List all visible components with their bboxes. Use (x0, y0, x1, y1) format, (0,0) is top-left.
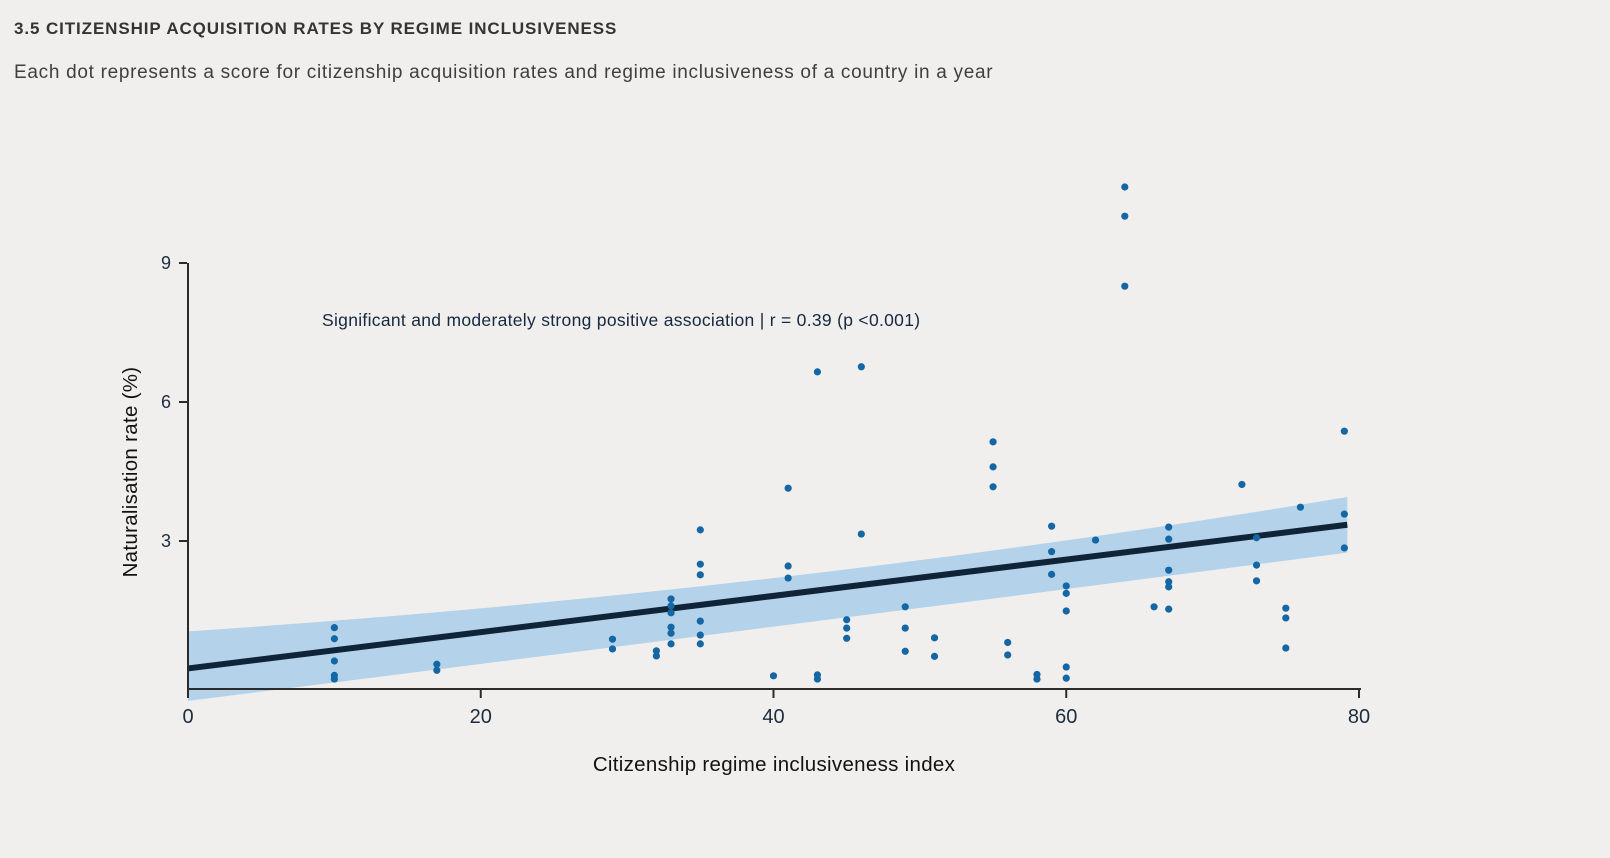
data-point (330, 635, 338, 643)
data-point (1165, 605, 1173, 613)
data-point (667, 623, 675, 631)
data-point (1062, 589, 1070, 597)
x-tick-label: 60 (1055, 706, 1077, 728)
data-point (1340, 510, 1348, 518)
y-tick-label: 9 (161, 253, 171, 273)
data-point (843, 624, 851, 632)
data-point (843, 634, 851, 642)
axes-frame (187, 263, 1361, 690)
data-point (1282, 614, 1290, 622)
data-point (784, 562, 792, 570)
data-point (608, 635, 617, 643)
data-point (1121, 183, 1129, 191)
data-point (1165, 578, 1173, 586)
data-point (1062, 663, 1070, 671)
x-tick-label: 20 (470, 706, 492, 728)
data-point (696, 617, 704, 625)
data-point (1150, 603, 1158, 611)
data-point (1296, 503, 1305, 511)
data-point (330, 675, 338, 683)
data-point (1062, 674, 1070, 682)
data-point (1033, 675, 1041, 683)
data-point (1165, 523, 1173, 531)
figure-title: 3.5 CITIZENSHIP ACQUISITION RATES BY REG… (14, 19, 618, 38)
data-point (330, 624, 338, 632)
data-point (989, 438, 997, 446)
data-point (989, 483, 997, 491)
y-tick-label: 3 (161, 531, 171, 551)
data-point (1091, 536, 1100, 544)
data-point (1340, 544, 1348, 552)
data-point (667, 609, 675, 617)
data-point (1004, 651, 1012, 659)
data-point (696, 640, 704, 648)
figure-subtitle: Each dot represents a score for citizens… (14, 62, 994, 83)
data-point (667, 640, 675, 648)
data-point (901, 603, 909, 611)
data-point (696, 571, 704, 579)
data-point (696, 631, 704, 639)
data-point (769, 672, 778, 680)
data-point (857, 530, 865, 538)
data-point (1048, 548, 1056, 556)
data-point (1062, 607, 1070, 615)
data-point (813, 368, 822, 376)
data-point (667, 595, 675, 603)
data-point (696, 560, 704, 568)
data-point (784, 574, 792, 582)
data-point (1252, 534, 1261, 542)
data-point (667, 602, 675, 610)
data-point (1282, 604, 1290, 612)
data-point (857, 363, 865, 371)
data-point (930, 634, 939, 642)
data-point (1165, 566, 1173, 574)
data-point (1048, 522, 1056, 530)
correlation-annotation: Significant and moderately strong positi… (322, 310, 921, 330)
data-point (1004, 638, 1012, 647)
data-point (1121, 282, 1129, 290)
data-point (1340, 427, 1348, 435)
data-point (1048, 570, 1056, 578)
data-point (652, 647, 661, 655)
data-point (1165, 583, 1173, 591)
x-tick-label: 40 (762, 706, 784, 728)
y-tick-label: 6 (161, 392, 171, 412)
data-point (652, 652, 661, 660)
data-point (843, 616, 851, 624)
data-point (330, 657, 338, 665)
data-point (989, 463, 997, 471)
data-point (1062, 582, 1070, 590)
trend-line (187, 521, 1348, 672)
y-axis-title: Naturalisation rate (%) (119, 366, 142, 578)
data-point (1282, 644, 1290, 652)
data-point (608, 645, 617, 653)
data-point (1121, 212, 1129, 220)
x-tick-label: 80 (1348, 706, 1370, 728)
data-point (433, 660, 441, 668)
data-point (901, 624, 909, 632)
data-point (784, 484, 792, 492)
data-point (667, 629, 675, 637)
data-point (1238, 480, 1246, 489)
data-point (930, 652, 939, 660)
data-point (813, 675, 822, 683)
data-point (696, 526, 704, 534)
data-point (1252, 561, 1261, 569)
x-axis-title: Citizenship regime inclusiveness index (592, 753, 956, 776)
data-point (1252, 577, 1261, 585)
data-point (1165, 535, 1173, 543)
data-point (901, 647, 909, 655)
data-point (433, 666, 441, 674)
x-tick-label: 0 (182, 706, 193, 728)
